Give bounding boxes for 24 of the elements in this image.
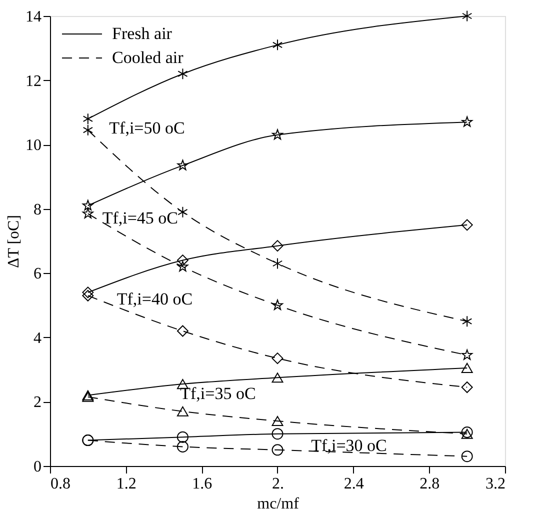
y-tick-label: 4 [34,330,42,347]
annotation: Tf,i=50 oC [109,118,185,138]
annotation: Tf,i=40 oC [116,290,193,308]
annotation: Tf,i=30 oC [311,436,387,455]
x-axis-title: mc/mf [257,496,300,512]
x-tick-label: 0.8 [50,476,70,492]
x-tick-label: 2. [272,476,284,492]
y-tick-label: 6 [34,266,42,283]
y-tick-label: 12 [26,72,42,90]
x-tick-label: 1.2 [116,476,136,492]
y-tick-label: 2 [34,394,42,412]
annotation: Tf,i=35 oC [180,384,256,403]
annotation: Tf,i=45 oC [102,208,178,228]
y-tick-label: 0 [34,458,42,476]
y-tick-label: 14 [26,8,42,26]
x-tick-label: 2.8 [420,476,440,492]
x-tick-label: 1.6 [192,476,212,492]
y-axis-title: ΔT [oC] [6,214,22,268]
legend-label: Fresh air [112,24,172,43]
y-tick-label: 10 [26,137,42,154]
x-tick-label: 2.4 [344,476,364,492]
legend-label: Cooled air [112,48,184,67]
x-tick-label: 3.2 [486,476,506,492]
y-tick-label: 8 [34,201,42,218]
